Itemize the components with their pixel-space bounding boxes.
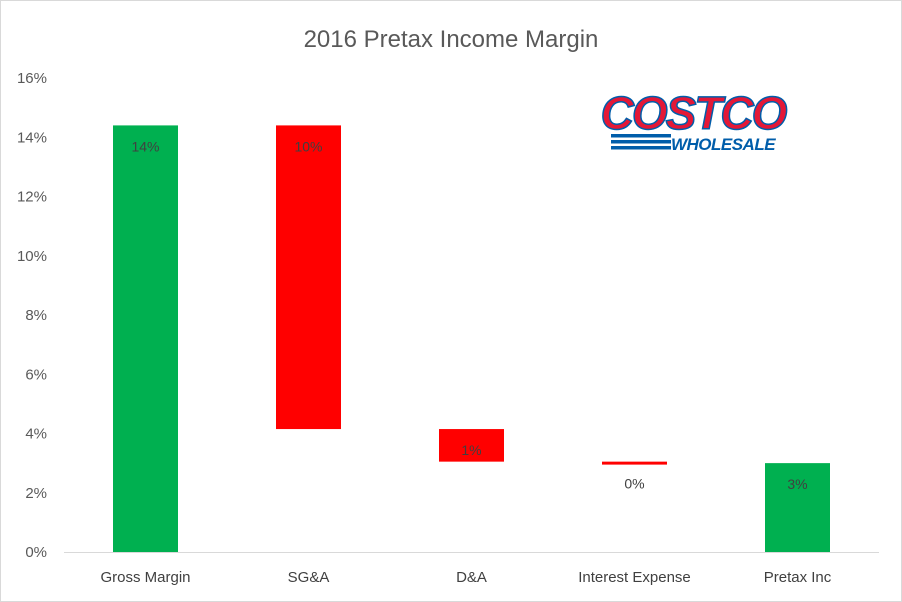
data-label: 10% bbox=[294, 138, 322, 154]
data-label: 0% bbox=[624, 476, 644, 492]
x-category-label: Gross Margin bbox=[100, 569, 190, 586]
x-category-label: D&A bbox=[456, 569, 487, 586]
y-tick-label: 4% bbox=[25, 426, 47, 443]
category-labels: Gross Margin SG&A D&A Interest Expense Preta… bbox=[100, 569, 831, 586]
data-label: 14% bbox=[131, 138, 159, 154]
x-category-label: Interest Expense bbox=[578, 569, 691, 586]
y-tick-label: 8% bbox=[25, 307, 47, 324]
logo-word-bottom: WHOLESALE bbox=[671, 135, 776, 154]
y-axis: 0% 2% 4% 6% 8% 10% 12% 14% 16% bbox=[17, 70, 47, 561]
y-tick-label: 2% bbox=[25, 485, 47, 502]
bar-pretax-inc bbox=[765, 463, 830, 552]
x-category-label: SG&A bbox=[288, 569, 330, 586]
y-tick-label: 6% bbox=[25, 366, 47, 383]
y-tick-label: 10% bbox=[17, 248, 47, 265]
costco-logo: COSTCO WHOLESALE bbox=[600, 86, 791, 154]
data-label: 3% bbox=[787, 476, 807, 492]
chart-title: 2016 Pretax Income Margin bbox=[304, 26, 599, 53]
bar-interest-expense bbox=[602, 461, 667, 465]
logo-stripe bbox=[611, 140, 671, 144]
logo-stripe bbox=[611, 134, 671, 138]
y-tick-label: 0% bbox=[25, 544, 47, 561]
y-tick-label: 14% bbox=[17, 129, 47, 146]
bar-group: 14% 10% 1% 0% 3% bbox=[113, 125, 830, 553]
logo-stripe bbox=[611, 146, 671, 150]
logo-word-top: COSTCO bbox=[601, 87, 788, 139]
data-label: 1% bbox=[461, 442, 481, 458]
x-category-label: Pretax Inc bbox=[764, 569, 832, 586]
y-tick-label: 16% bbox=[17, 70, 47, 87]
bar-sg-a bbox=[276, 125, 341, 430]
bar-gross-margin bbox=[113, 125, 178, 553]
y-tick-label: 12% bbox=[17, 189, 47, 206]
bar-d-a bbox=[439, 429, 504, 462]
